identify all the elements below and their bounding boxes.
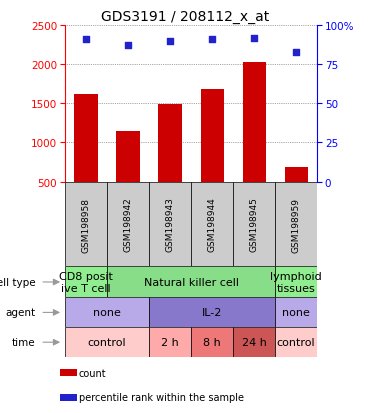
Text: 8 h: 8 h (203, 337, 221, 347)
Text: none: none (93, 308, 121, 318)
Text: percentile rank within the sample: percentile rank within the sample (79, 392, 244, 402)
Bar (191, 328, 233, 357)
Text: control: control (88, 337, 126, 347)
Bar (233, 182, 275, 267)
Bar (74, 95, 98, 182)
Bar (200, 90, 224, 182)
Bar (233, 328, 275, 357)
Point (293, 49, 299, 56)
Point (83, 37, 89, 43)
Bar (275, 298, 317, 328)
Bar (149, 182, 191, 267)
Text: GSM198958: GSM198958 (82, 197, 91, 252)
Text: CD8 posit
ive T cell: CD8 posit ive T cell (59, 271, 113, 293)
Text: none: none (282, 308, 310, 318)
Bar (191, 182, 233, 267)
Bar (107, 267, 275, 298)
Bar (65, 182, 107, 267)
Bar (149, 328, 191, 357)
Bar (65, 267, 107, 298)
Bar (60, 370, 77, 376)
Text: control: control (277, 337, 315, 347)
Bar (60, 394, 77, 401)
Point (167, 38, 173, 45)
Text: GSM198943: GSM198943 (165, 197, 174, 252)
Text: Natural killer cell: Natural killer cell (144, 277, 239, 287)
Point (251, 35, 257, 42)
Bar (243, 63, 266, 182)
Text: cell type: cell type (0, 277, 36, 287)
Text: count: count (79, 368, 106, 378)
Text: 2 h: 2 h (161, 337, 179, 347)
Text: 24 h: 24 h (242, 337, 267, 347)
Text: GSM198944: GSM198944 (208, 197, 217, 252)
Text: agent: agent (6, 308, 36, 318)
Text: GSM198945: GSM198945 (250, 197, 259, 252)
Text: GDS3191 / 208112_x_at: GDS3191 / 208112_x_at (101, 10, 270, 24)
Point (125, 43, 131, 50)
Bar (285, 168, 308, 182)
Point (209, 37, 215, 43)
Bar (275, 182, 317, 267)
Text: GSM198942: GSM198942 (124, 197, 132, 252)
Bar (116, 131, 139, 182)
Text: GSM198959: GSM198959 (292, 197, 301, 252)
Bar (275, 328, 317, 357)
Text: time: time (12, 337, 36, 347)
Text: lymphoid
tissues: lymphoid tissues (270, 271, 322, 293)
Bar (65, 328, 149, 357)
Bar (107, 182, 149, 267)
Bar (149, 298, 275, 328)
Bar (65, 298, 149, 328)
Bar (275, 267, 317, 298)
Text: IL-2: IL-2 (202, 308, 222, 318)
Bar (158, 105, 181, 182)
